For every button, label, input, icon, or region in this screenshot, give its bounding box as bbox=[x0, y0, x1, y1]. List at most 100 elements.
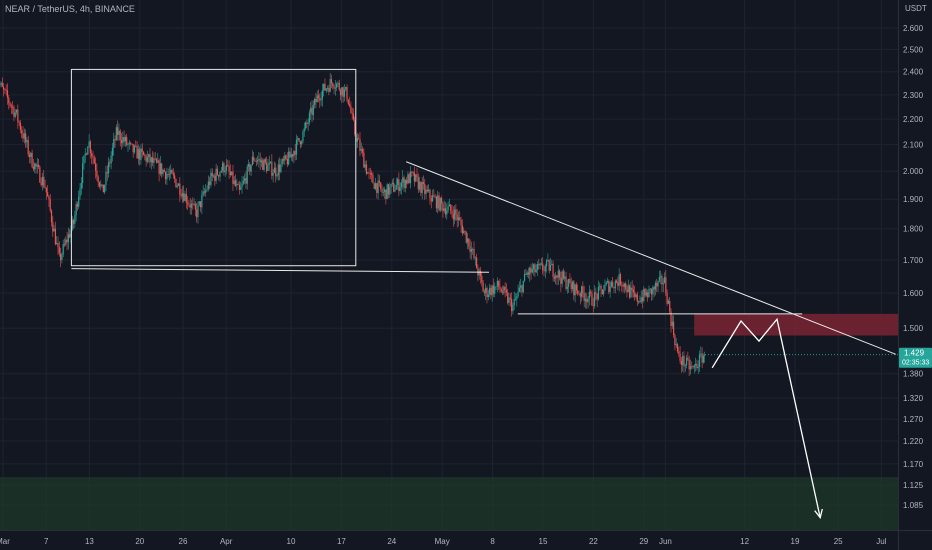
candle-body bbox=[61, 254, 63, 261]
candle-body bbox=[233, 180, 235, 184]
candle-body bbox=[259, 159, 261, 163]
candle-body bbox=[670, 311, 672, 326]
candle-body bbox=[152, 157, 154, 163]
candle-body bbox=[119, 130, 121, 141]
candle-body bbox=[571, 281, 574, 289]
candle-body bbox=[678, 351, 680, 354]
price-tick-label: 1.125 bbox=[903, 481, 924, 490]
candle-body bbox=[63, 244, 66, 245]
candle-body bbox=[314, 98, 316, 105]
chart-grid bbox=[0, 0, 898, 530]
candle-body bbox=[154, 158, 156, 160]
candle-body bbox=[341, 87, 343, 96]
price-tick-label: 1.320 bbox=[903, 394, 924, 403]
candle-body bbox=[232, 171, 234, 184]
candle-body bbox=[542, 263, 544, 271]
candle-body bbox=[377, 180, 379, 194]
candle-body bbox=[172, 173, 174, 176]
candle-body bbox=[399, 187, 401, 192]
candle-body bbox=[126, 136, 128, 145]
candle-body bbox=[263, 159, 265, 170]
candle-body bbox=[661, 276, 663, 285]
candle-body bbox=[403, 177, 405, 188]
candle-body bbox=[591, 293, 593, 306]
candle-body bbox=[189, 204, 191, 208]
candle-body bbox=[600, 285, 602, 290]
candle-body bbox=[371, 173, 373, 176]
candle-body bbox=[617, 282, 619, 286]
candle-body bbox=[574, 284, 576, 296]
candle-body bbox=[131, 143, 133, 145]
candle-body bbox=[286, 158, 288, 165]
candle-body bbox=[98, 182, 101, 187]
candle-body bbox=[622, 284, 624, 287]
price-axis[interactable]: USDT 2.600 2.500 2.400 2.300 2.200 2.100 2.000… bbox=[903, 4, 927, 510]
candle-body bbox=[302, 131, 304, 142]
candle-body bbox=[251, 156, 254, 165]
candle-body bbox=[56, 242, 58, 245]
candle-body bbox=[26, 140, 28, 143]
candle-body bbox=[358, 138, 360, 140]
candle-body bbox=[15, 109, 18, 113]
candle-body bbox=[111, 147, 114, 156]
candle-body bbox=[254, 160, 256, 162]
candle-body bbox=[54, 228, 57, 245]
candle-body bbox=[412, 172, 414, 173]
candle-body bbox=[590, 291, 592, 294]
symbol-legend[interactable]: NEAR / TetherUS, 4h, BINANCE bbox=[5, 4, 135, 14]
candle-body bbox=[142, 151, 145, 156]
candle-body bbox=[500, 289, 502, 292]
candle-body bbox=[10, 105, 12, 107]
candle-body bbox=[27, 140, 29, 155]
candle-body bbox=[596, 294, 598, 300]
candle-body bbox=[486, 287, 488, 298]
candle-body bbox=[543, 270, 545, 272]
candle-body bbox=[349, 104, 351, 107]
candle-body bbox=[568, 278, 570, 287]
candle-body bbox=[536, 264, 539, 270]
candle-body bbox=[84, 153, 86, 156]
time-tick-label: 15 bbox=[539, 537, 548, 546]
candle-body bbox=[378, 180, 381, 183]
candle-body bbox=[88, 141, 90, 147]
candle-body bbox=[604, 284, 606, 291]
candle-body bbox=[625, 283, 627, 290]
candle-body bbox=[225, 165, 228, 171]
candle-body bbox=[105, 171, 107, 186]
candle-body bbox=[260, 160, 263, 163]
candle-body bbox=[338, 82, 340, 90]
candle-body bbox=[395, 184, 397, 190]
candle-body bbox=[562, 271, 565, 279]
candle-body bbox=[614, 280, 616, 289]
time-axis[interactable]: Mar 7 13 20 26 Apr 10 17 24 May 8 15 22 29 Jun 12 19 25 Ju… bbox=[0, 537, 887, 546]
candle-body bbox=[688, 359, 690, 370]
candle-body bbox=[293, 150, 295, 157]
candle-body bbox=[288, 151, 290, 165]
candle-body bbox=[347, 99, 349, 105]
candle-body bbox=[224, 170, 226, 173]
candle-body bbox=[446, 210, 448, 215]
candle-body bbox=[583, 293, 585, 301]
candle-body bbox=[203, 191, 206, 193]
candle-body bbox=[394, 189, 396, 192]
candle-body bbox=[599, 285, 601, 287]
candle-body bbox=[174, 175, 176, 180]
candle-body bbox=[6, 90, 9, 98]
candle-body bbox=[333, 86, 335, 89]
symbol-exchange: BINANCE bbox=[94, 4, 135, 14]
candle-body bbox=[492, 285, 495, 294]
candle-body bbox=[628, 285, 631, 298]
candle-body bbox=[584, 298, 587, 301]
candle-body bbox=[631, 287, 633, 290]
candle-body bbox=[487, 294, 489, 298]
time-tick-label: 10 bbox=[287, 537, 296, 546]
candle-body bbox=[162, 169, 164, 175]
candle-body bbox=[244, 178, 246, 181]
candle-body bbox=[374, 183, 377, 189]
candle-body bbox=[505, 290, 508, 293]
candle-body bbox=[124, 136, 126, 142]
candle-body bbox=[282, 159, 285, 161]
candle-body bbox=[354, 120, 356, 135]
drawing-tools[interactable] bbox=[70, 68, 896, 520]
